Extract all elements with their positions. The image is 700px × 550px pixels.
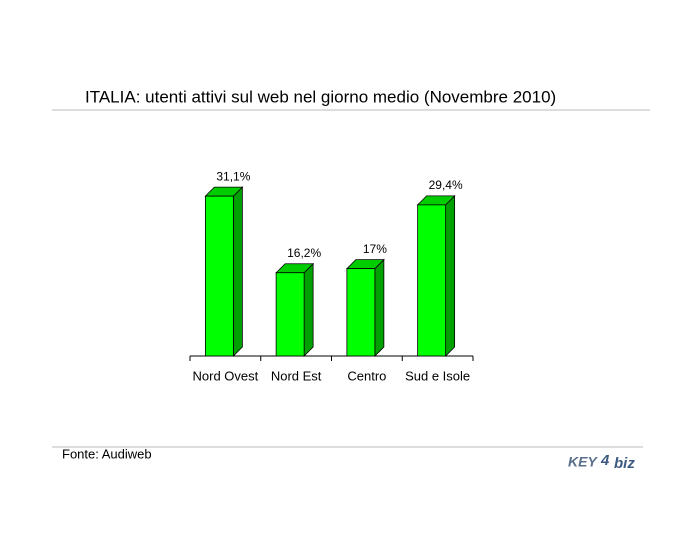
bar [275,272,305,357]
bar [346,268,376,357]
bar [204,195,234,357]
chart-title: ITALIA: utenti attivi sul web nel giorno… [85,87,556,106]
bar-side [303,262,314,357]
plot-area: Nord Ovest 31,1% Nord Est 16,2% Centro 17% Sud… [189,169,474,383]
bar-side [232,186,243,357]
bar-side [374,258,385,357]
logo-text: 4 [600,452,610,469]
bar-side [445,194,456,357]
logo: KEY 4 biz [568,452,635,472]
x-tick-label: Sud e Isole [405,368,470,383]
source: Fonte: Audiweb [62,446,152,461]
bar [417,204,447,357]
data-label: 16,2% [287,246,321,260]
data-label: 31,1% [216,169,250,183]
data-label: 29,4% [429,178,463,192]
x-tick-label: Nord Ovest [193,368,259,383]
x-tick-label: Nord Est [271,368,322,383]
data-label: 17% [363,242,387,256]
x-tick-label: Centro [347,368,386,383]
logo-text: biz [614,455,635,472]
logo-text: KEY [568,454,598,470]
